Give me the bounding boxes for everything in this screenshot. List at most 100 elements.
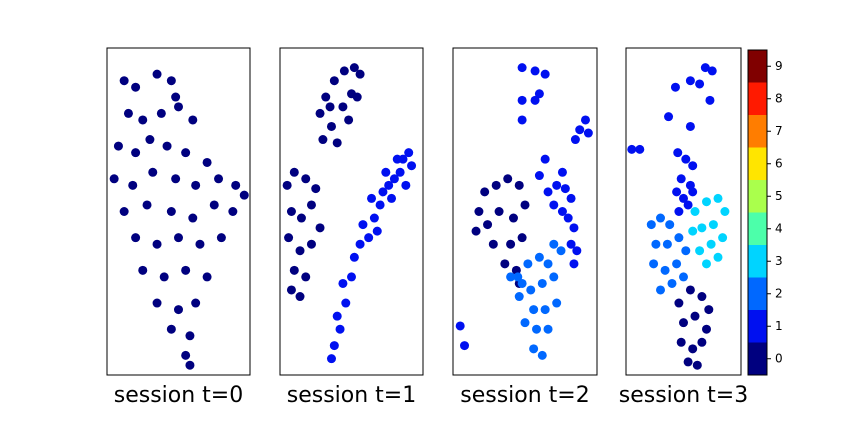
- point: [537, 350, 547, 360]
- point: [321, 92, 331, 102]
- point: [185, 331, 195, 341]
- point: [676, 337, 686, 347]
- tick-label: 3: [775, 254, 783, 268]
- point: [326, 121, 336, 131]
- point: [367, 193, 377, 203]
- point: [488, 239, 498, 249]
- colorbar-segment: [748, 245, 767, 278]
- point: [138, 115, 148, 125]
- point: [339, 66, 349, 76]
- point: [332, 138, 342, 148]
- point: [494, 207, 504, 216]
- point: [570, 135, 580, 145]
- point: [474, 207, 484, 216]
- point: [355, 69, 365, 79]
- point: [697, 337, 707, 347]
- point: [191, 180, 201, 190]
- point: [575, 125, 585, 135]
- point: [344, 115, 354, 125]
- point: [556, 246, 566, 256]
- point: [166, 324, 176, 334]
- point: [483, 220, 493, 230]
- point: [286, 285, 296, 295]
- point: [646, 220, 656, 230]
- point: [378, 187, 388, 197]
- plot-frame: [625, 47, 742, 376]
- point: [384, 180, 394, 190]
- point: [690, 311, 700, 321]
- point: [480, 187, 490, 197]
- point: [702, 197, 711, 207]
- tick-label: 8: [775, 91, 783, 105]
- point: [123, 108, 133, 118]
- point: [372, 226, 382, 236]
- point: [704, 305, 714, 315]
- point: [679, 318, 688, 328]
- point: [627, 144, 637, 154]
- point: [549, 200, 559, 210]
- tick-label: 2: [775, 286, 783, 300]
- point: [572, 246, 582, 256]
- plot-frame: [452, 47, 598, 376]
- point: [289, 167, 299, 177]
- colorbar-segment: [748, 277, 767, 310]
- point: [491, 180, 501, 190]
- point: [549, 272, 559, 282]
- point: [713, 193, 723, 203]
- point: [688, 226, 698, 236]
- point: [407, 161, 417, 171]
- point: [549, 239, 559, 249]
- plot-frame: [106, 47, 251, 376]
- point: [580, 115, 590, 125]
- point: [662, 239, 672, 249]
- point: [301, 174, 311, 184]
- x-axis-label: session t=2: [460, 383, 590, 408]
- point: [216, 233, 226, 243]
- point: [349, 63, 359, 73]
- colorbar-segment: [748, 180, 767, 213]
- point: [315, 223, 325, 233]
- point: [517, 233, 527, 243]
- point: [557, 167, 567, 177]
- plot-frame: [279, 47, 424, 376]
- point: [649, 259, 659, 269]
- point: [392, 154, 402, 164]
- point: [128, 180, 138, 190]
- point: [514, 292, 524, 302]
- point: [318, 135, 328, 145]
- x-axis-label: session t=0: [114, 383, 244, 408]
- colorbar-segment: [748, 212, 767, 245]
- point: [188, 115, 198, 125]
- point: [315, 108, 325, 118]
- point: [159, 272, 169, 282]
- point: [326, 354, 336, 364]
- point: [534, 171, 544, 181]
- point: [500, 259, 510, 269]
- point: [152, 69, 162, 79]
- point: [395, 167, 405, 177]
- point: [683, 357, 693, 367]
- point: [282, 180, 292, 190]
- colorbar-segment: [748, 82, 767, 115]
- point: [185, 360, 195, 370]
- point: [195, 239, 205, 249]
- point: [306, 200, 316, 210]
- point: [543, 324, 553, 334]
- tick-label: 5: [775, 189, 783, 203]
- point: [635, 144, 645, 154]
- point: [534, 252, 544, 262]
- point: [517, 63, 527, 73]
- point: [113, 141, 123, 151]
- point: [404, 148, 414, 158]
- point: [329, 76, 339, 86]
- point: [455, 321, 465, 331]
- point: [673, 148, 683, 158]
- point: [209, 200, 219, 210]
- point: [667, 278, 677, 288]
- tick-label: 6: [775, 156, 783, 170]
- point: [109, 174, 119, 184]
- point: [656, 285, 665, 295]
- point: [700, 63, 710, 73]
- point: [702, 324, 711, 334]
- point: [191, 298, 201, 308]
